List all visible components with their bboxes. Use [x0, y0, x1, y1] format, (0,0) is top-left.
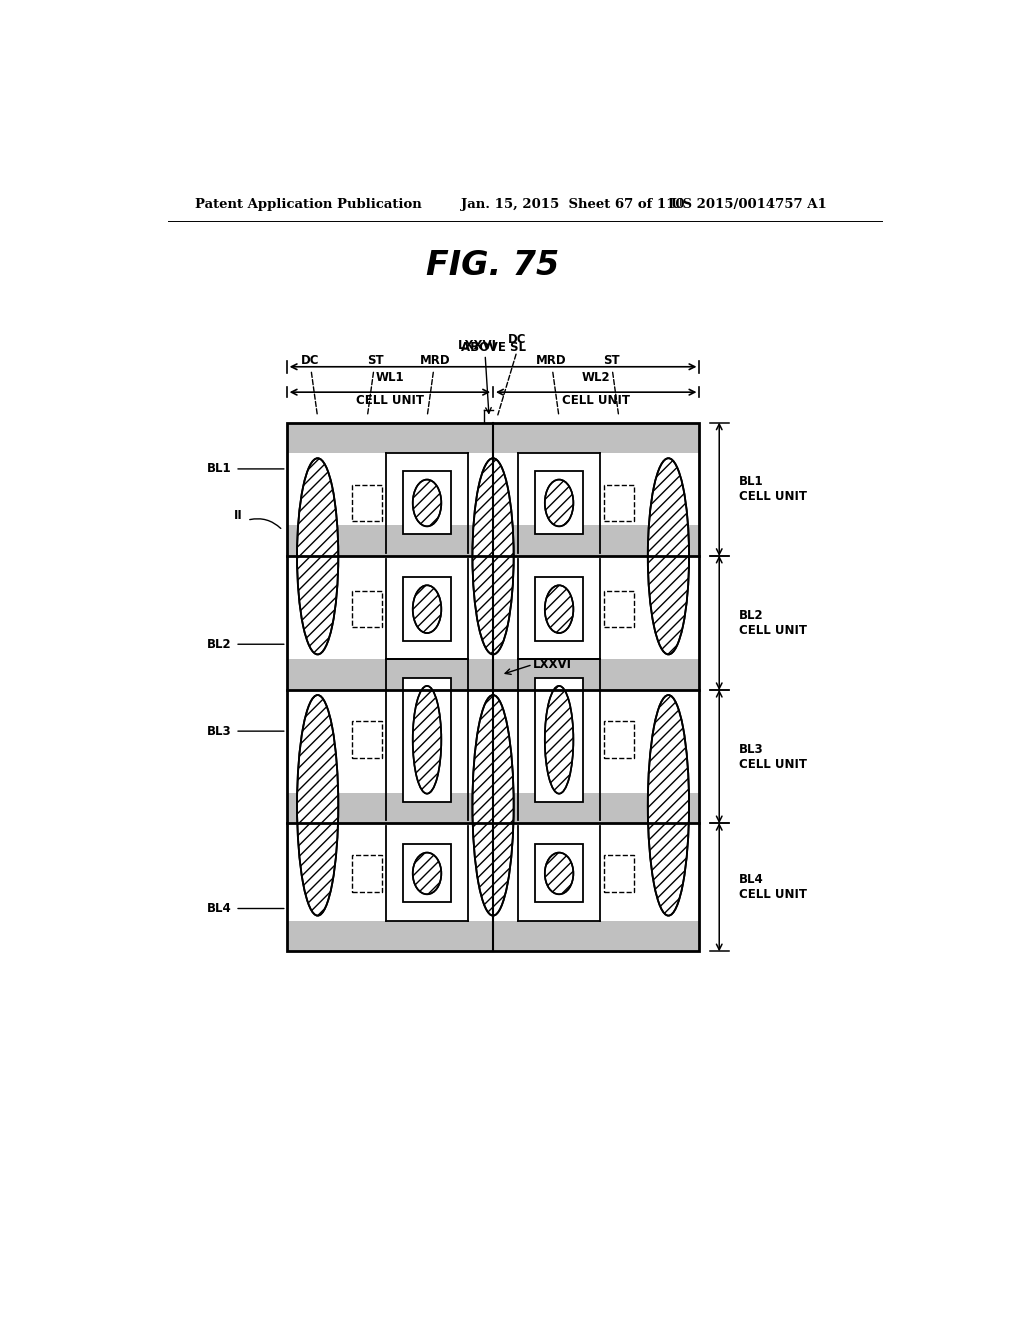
Text: DC: DC	[300, 354, 319, 414]
Bar	[403, 677, 451, 801]
Ellipse shape	[545, 585, 573, 634]
Text: BL3: BL3	[207, 725, 231, 738]
Bar	[287, 422, 699, 453]
Ellipse shape	[545, 686, 573, 793]
Text: WL2: WL2	[582, 371, 610, 384]
Bar	[604, 591, 634, 627]
Text: MRD: MRD	[536, 354, 566, 414]
Ellipse shape	[413, 585, 441, 634]
Bar	[287, 792, 699, 824]
Text: ST: ST	[367, 354, 383, 414]
Bar	[287, 921, 699, 952]
Ellipse shape	[472, 458, 514, 655]
Bar	[403, 845, 451, 903]
Text: Patent Application Publication: Patent Application Publication	[196, 198, 422, 211]
Ellipse shape	[545, 479, 573, 527]
Ellipse shape	[545, 853, 573, 894]
Ellipse shape	[413, 479, 441, 527]
Bar	[403, 577, 451, 642]
Text: II: II	[234, 508, 243, 521]
Text: BL2
CELL UNIT: BL2 CELL UNIT	[739, 609, 807, 636]
Bar	[287, 422, 699, 952]
Bar	[536, 471, 583, 535]
Text: CELL UNIT: CELL UNIT	[356, 395, 424, 407]
Text: MRD: MRD	[420, 354, 451, 414]
Text: BL4
CELL UNIT: BL4 CELL UNIT	[739, 873, 807, 902]
Ellipse shape	[297, 458, 338, 655]
Text: ABOVE SL: ABOVE SL	[461, 341, 525, 354]
Text: US 2015/0014757 A1: US 2015/0014757 A1	[671, 198, 826, 211]
Bar	[604, 484, 634, 521]
Text: DC: DC	[508, 334, 526, 346]
Bar	[604, 855, 634, 892]
Bar	[352, 591, 382, 627]
Text: BL1
CELL UNIT: BL1 CELL UNIT	[739, 475, 807, 503]
Text: CELL UNIT: CELL UNIT	[562, 395, 630, 407]
Text: ST: ST	[603, 354, 620, 414]
Text: BL2: BL2	[207, 638, 231, 651]
Ellipse shape	[648, 458, 689, 655]
Ellipse shape	[297, 696, 338, 916]
Bar	[352, 484, 382, 521]
Bar	[352, 855, 382, 892]
Text: BL3
CELL UNIT: BL3 CELL UNIT	[739, 743, 807, 771]
Ellipse shape	[413, 686, 441, 793]
Bar	[536, 677, 583, 801]
Bar	[403, 471, 451, 535]
Bar	[604, 722, 634, 758]
Text: BL1: BL1	[207, 462, 231, 475]
Ellipse shape	[472, 696, 514, 916]
Bar	[536, 577, 583, 642]
Text: LXXVI: LXXVI	[532, 659, 571, 671]
Bar	[287, 525, 699, 556]
Text: WL1: WL1	[376, 371, 404, 384]
Text: FIG. 75: FIG. 75	[426, 248, 560, 281]
Text: Jan. 15, 2015  Sheet 67 of 110: Jan. 15, 2015 Sheet 67 of 110	[461, 198, 685, 211]
Bar	[287, 660, 699, 690]
Bar	[536, 845, 583, 903]
Ellipse shape	[648, 696, 689, 916]
Bar	[352, 722, 382, 758]
Text: BL4: BL4	[207, 902, 231, 915]
Ellipse shape	[413, 853, 441, 894]
Text: LXXVI: LXXVI	[458, 338, 497, 351]
